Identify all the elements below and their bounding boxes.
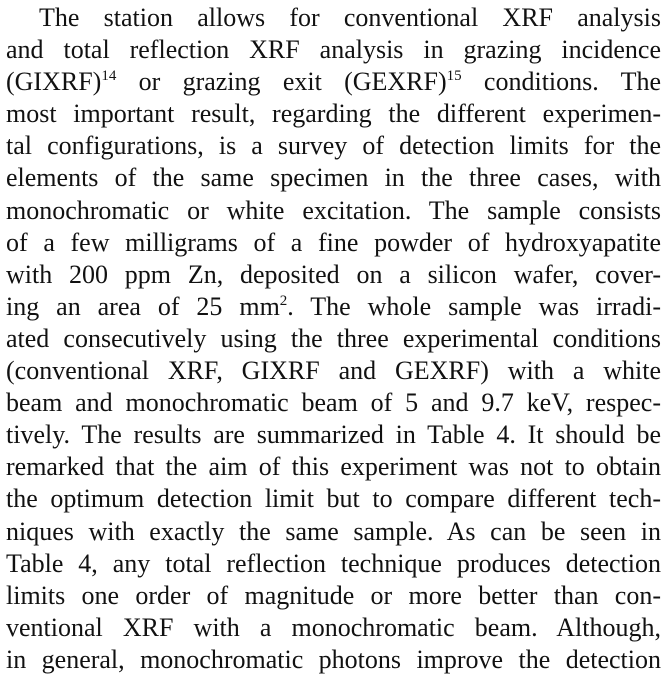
text-segment: of a few milligrams of a fine powder of … — [6, 227, 661, 257]
body-paragraph: The station allows for conventional XRF … — [6, 2, 667, 676]
text-segment: beam and monochromatic beam of 5 and 9.7… — [6, 388, 661, 418]
text-line: limits one order of magnitude or more be… — [6, 580, 661, 612]
document-page: The station allows for conventional XRF … — [6, 3, 661, 674]
text-segment: or grazing exit (GEXRF) — [116, 67, 447, 97]
text-line: (conventional XRF, GIXRF and GEXRF) with… — [6, 355, 661, 387]
text-segment: ventional XRF with a monochromatic beam.… — [6, 612, 661, 642]
text-segment: Table 4, any total reflection technique … — [6, 548, 661, 578]
text-line: and total reflection XRF analysis in gra… — [6, 34, 661, 66]
text-line: Table 4, any total reflection technique … — [6, 548, 661, 580]
superscript: 2 — [279, 292, 288, 309]
text-segment: The station allows for conventional XRF … — [39, 3, 661, 32]
text-segment: remarked that the aim of this experiment… — [6, 452, 661, 482]
text-line: of a few milligrams of a fine powder of … — [6, 227, 661, 259]
text-line: ing an area of 25 mm2. The whole sample … — [6, 291, 661, 323]
text-line: (GIXRF)14 or grazing exit (GEXRF)15 cond… — [6, 66, 661, 98]
text-segment: tal configurations, is a survey of detec… — [6, 131, 661, 161]
text-line: The station allows for conventional XRF … — [6, 2, 661, 34]
text-segment: with 200 ppm Zn, deposited on a silicon … — [6, 259, 661, 289]
text-line: tal configurations, is a survey of detec… — [6, 130, 661, 162]
text-line: ventional XRF with a monochromatic beam.… — [6, 612, 661, 644]
text-segment: the optimum detection limit but to compa… — [6, 484, 661, 514]
text-segment: elements of the same specimen in the thr… — [6, 163, 661, 193]
text-segment: conditions. The — [461, 67, 661, 97]
text-line: the optimum detection limit but to compa… — [6, 483, 661, 515]
text-segment: ing an area of 25 mm — [6, 291, 280, 321]
text-segment: and total reflection XRF analysis in gra… — [6, 35, 661, 65]
text-segment: tively. The results are summarized in Ta… — [6, 420, 661, 450]
text-segment: (conventional XRF, GIXRF and GEXRF) with… — [6, 356, 661, 386]
text-segment: monochromatic or white excitation. The s… — [6, 195, 661, 225]
text-segment: limits one order of magnitude or more be… — [6, 580, 661, 610]
text-line: monochromatic or white excitation. The s… — [6, 195, 661, 227]
text-line: beam and monochromatic beam of 5 and 9.7… — [6, 387, 661, 419]
text-line: tively. The results are summarized in Ta… — [6, 419, 661, 451]
text-segment: ated consecutively using the three exper… — [6, 323, 661, 353]
text-segment: . The whole sample was irradi- — [287, 291, 661, 321]
text-segment: most important result, regarding the dif… — [6, 99, 661, 129]
text-segment: (GIXRF) — [6, 67, 102, 97]
text-line: ated consecutively using the three exper… — [6, 323, 661, 355]
superscript: 14 — [101, 68, 117, 85]
text-line: most important result, regarding the dif… — [6, 98, 661, 130]
text-line: with 200 ppm Zn, deposited on a silicon … — [6, 259, 661, 291]
text-line: elements of the same specimen in the thr… — [6, 162, 661, 194]
text-line: remarked that the aim of this experiment… — [6, 451, 661, 483]
text-segment: in general, monochromatic photons improv… — [6, 644, 661, 674]
superscript: 15 — [446, 68, 462, 85]
text-segment: niques with exactly the same sample. As … — [6, 516, 661, 546]
text-line: niques with exactly the same sample. As … — [6, 516, 661, 548]
text-line: in general, monochromatic photons improv… — [6, 644, 661, 676]
